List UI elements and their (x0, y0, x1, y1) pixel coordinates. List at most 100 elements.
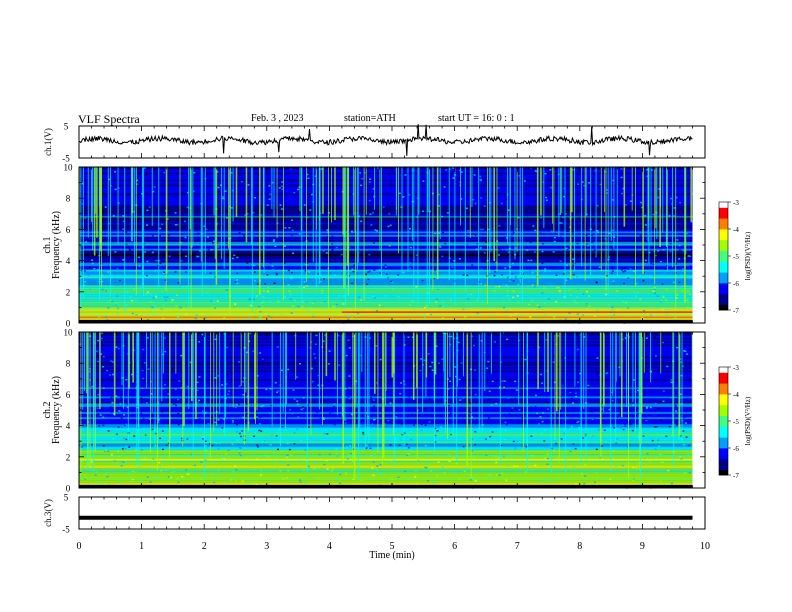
ch1-speckle (453, 240, 456, 243)
ch2-speckle (396, 377, 399, 379)
ch2-speckle (172, 358, 175, 361)
ch1-speckle (378, 278, 381, 281)
ch1-speckle (679, 284, 682, 286)
ch1-speckle (373, 269, 376, 271)
s1-colorbar-tick-label: -4 (733, 226, 739, 234)
ch1-speckle (181, 191, 184, 194)
ch1-speckle (632, 290, 635, 293)
ch1-speckle (122, 188, 125, 190)
ch2-speckle (307, 406, 310, 408)
ch1-frequency-band (79, 199, 693, 203)
ch1-speckle (503, 249, 506, 252)
ch2-speckle (426, 462, 429, 464)
ch2-speckle (515, 389, 518, 391)
ch2-speckle (241, 430, 244, 432)
ch2-speckle (97, 381, 100, 383)
ch2-speckle (675, 410, 678, 412)
ch1-speckle (461, 271, 464, 274)
ch2-frequency-band (79, 463, 693, 466)
ch2-speckle (435, 345, 438, 347)
ch1-speckle (644, 248, 647, 251)
ch2-speckle (281, 462, 284, 465)
ch2-speckle (259, 352, 262, 354)
ch2-speckle (319, 417, 322, 420)
ch2-speckle (85, 424, 88, 427)
ch1-speckle (635, 295, 638, 297)
ch2-speckle (503, 332, 506, 334)
ch1-speckle (126, 311, 129, 313)
ch2-speckle (397, 363, 400, 366)
ch2-speckle (101, 332, 104, 335)
xaxis-tick-label: 7 (515, 541, 520, 552)
ch2-speckle (519, 403, 522, 405)
s1-colorbar-step (719, 245, 728, 248)
ch2-speckle (141, 370, 144, 372)
ch2-speckle (679, 434, 682, 437)
ch2-speckle (551, 413, 554, 416)
s1-colorbar-step (719, 304, 728, 307)
ch2-speckle (654, 448, 657, 451)
ch2-speckle (621, 360, 624, 363)
ch1-speckle (562, 273, 565, 275)
ch1-speckle (507, 209, 510, 211)
ch1-speckle (479, 179, 482, 181)
ch1-bottom-strip (79, 320, 693, 323)
ch1-speckle (454, 229, 457, 231)
ch1-frequency-band (79, 309, 693, 312)
ch1-frequency-band (79, 286, 693, 289)
ch1-speckle (372, 188, 375, 190)
ch2-speckle (214, 419, 217, 422)
ch1-speckle (390, 202, 393, 204)
ch1-speckle (384, 205, 387, 207)
ch1-speckle (320, 168, 323, 170)
ch2-speckle (333, 403, 336, 405)
ch1-frequency-band (79, 241, 693, 244)
ch2-speckle (202, 373, 205, 375)
s1-colorbar-step (719, 207, 728, 210)
ch1-speckle (155, 294, 158, 296)
s1-ylabel-frequency: Frequency (kHz) (51, 211, 62, 279)
ch2-speckle (612, 450, 615, 452)
ch1-speckle (274, 245, 277, 248)
ch2-speckle (354, 455, 357, 457)
ch2-speckle (238, 446, 241, 449)
ch1-speckle (366, 283, 369, 286)
ch1-speckle (269, 168, 272, 170)
ch2-speckle (650, 371, 653, 374)
ch3-ytick-label: -5 (62, 525, 70, 535)
ch2-speckle (287, 469, 290, 472)
ch2-speckle (528, 463, 531, 465)
ch1-speckle (565, 209, 568, 211)
ch1-speckle (293, 191, 296, 194)
ch1-speckle (171, 299, 174, 301)
ch2-speckle (235, 469, 238, 471)
ch2-speckle (605, 394, 608, 397)
ch1-speckle (657, 196, 660, 199)
ch1-speckle (161, 187, 164, 189)
ch1-speckle (686, 299, 689, 302)
ch1-speckle (475, 273, 478, 276)
ch2-speckle (682, 426, 685, 429)
ch1-speckle (238, 231, 241, 234)
s1-colorbar-step (719, 275, 728, 278)
ch1-speckle (190, 245, 193, 248)
ch1-speckle (657, 307, 660, 309)
ch1-speckle (152, 297, 155, 299)
ch1-speckle (479, 228, 482, 231)
ch1-speckle (290, 276, 293, 278)
ch1-speckle (557, 257, 560, 259)
ch1-speckle (412, 300, 415, 303)
ch1-speckle (663, 272, 666, 274)
ch1-speckle (674, 316, 677, 319)
s2-colorbar-step (719, 383, 728, 386)
ch1-speckle (489, 306, 492, 309)
ch2-speckle (119, 403, 122, 405)
ch1-speckle (614, 171, 617, 174)
header-date: Feb. 3 , 2023 (251, 113, 304, 124)
ch1-speckle (412, 192, 415, 194)
ch2-speckle (96, 360, 99, 363)
ch2-speckle (543, 440, 546, 442)
ch1-speckle (198, 256, 201, 259)
ch1-speckle (256, 283, 259, 285)
ch2-speckle (364, 359, 367, 361)
